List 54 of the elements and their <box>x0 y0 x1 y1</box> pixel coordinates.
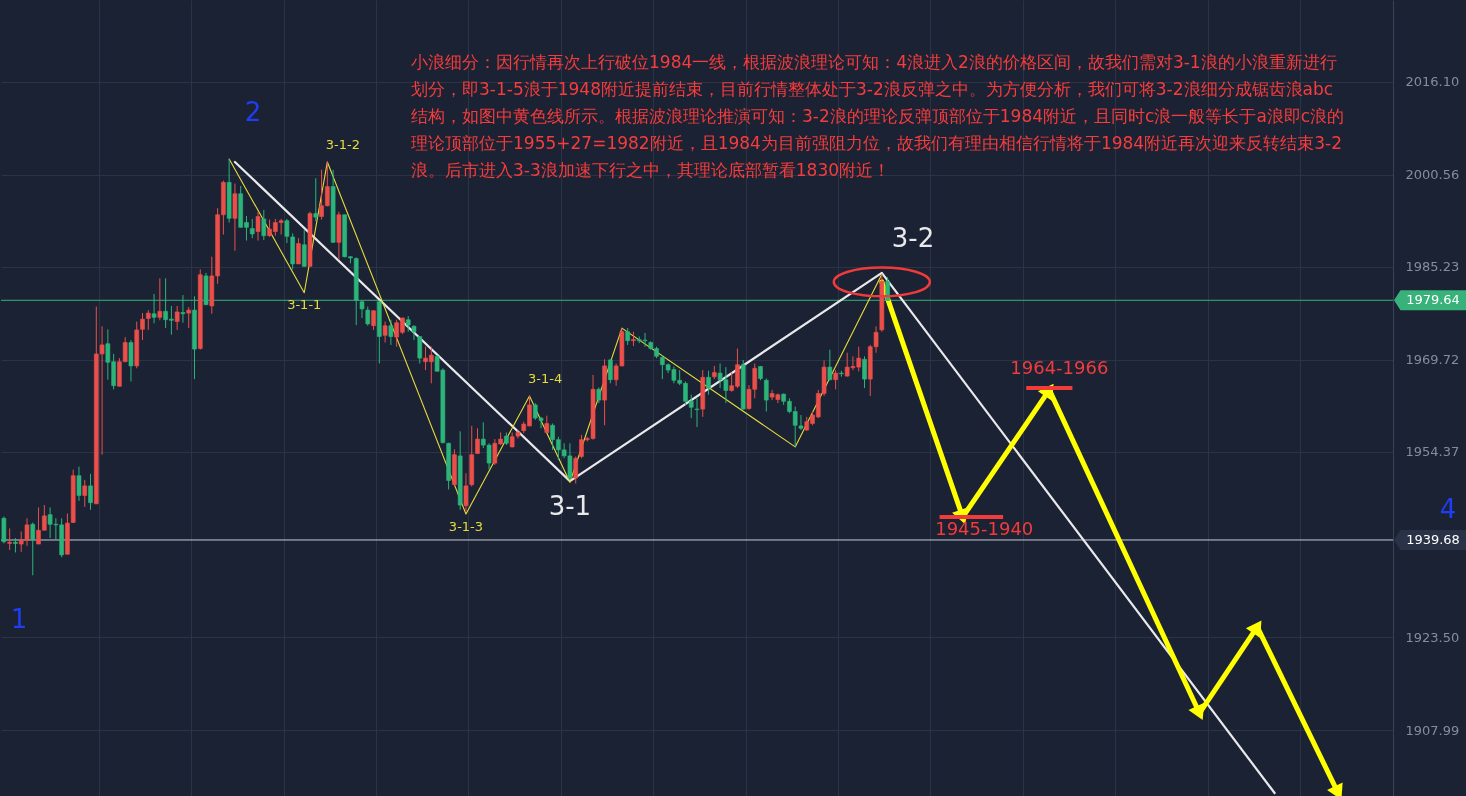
data-label: 3-1-2 <box>325 136 361 152</box>
candlestick <box>388 319 394 346</box>
annotation: 2 <box>244 97 262 127</box>
candlestick <box>157 277 163 321</box>
y-tick-label: 2000.56 <box>1405 167 1460 183</box>
candlestick <box>7 527 12 551</box>
annotation: 小浪细分：因行情再次上行破位1984一线，根据波浪理论可知：4浪进入2浪的价格区间，故我们需对3-1浪的小浪重新进行划分，即3-1-5浪于1948附近提前结束，目前行情整体处于3-2浪反弹之中。为方便分析，我们可将3-2浪细分成锯齿浪abc结构，如图中黄色线所示。根据波浪理论推演可知：3-2浪的理论反弹顶部位于1984附近，且同时c浪一般等长于a浪即c浪的理论顶部位于1955+27=1982附近，且1984为目前强阻力位，故我们有理由相信行情将于1984附近再次迎来反转结束3-2浪。后市进入3-3浪加速下行之中，其理论底部暂看1830附近！ <box>411 52 1345 180</box>
candlestick <box>249 218 255 239</box>
data-label: 3-1 <box>548 491 592 522</box>
candlestick <box>475 427 480 455</box>
series-label: 1964-1966 <box>1010 357 1109 379</box>
line-series <box>228 158 883 515</box>
candlestick <box>706 370 711 396</box>
candlestick <box>313 177 319 222</box>
data-label: 3-1-3 <box>448 518 484 534</box>
candlestick <box>371 309 376 331</box>
candlestick <box>88 473 93 511</box>
candlestick <box>255 211 261 242</box>
ref-line-label: 1979.64 <box>1406 292 1460 308</box>
ref-line-label: 1939.68 <box>1406 531 1460 547</box>
candlestick <box>82 479 88 508</box>
candlestick <box>417 336 423 365</box>
candlestick <box>573 455 579 484</box>
candlestick <box>827 349 833 381</box>
y-tick-label: 1985.23 <box>1405 259 1460 275</box>
candlestick <box>301 229 307 268</box>
annotation: 1 <box>10 604 28 634</box>
data-label: 3-2 <box>891 223 935 254</box>
y-tick-label: 1923.50 <box>1405 629 1460 645</box>
data-label: 3-1-1 <box>287 297 322 313</box>
y-tick-label: 1907.99 <box>1405 722 1460 738</box>
series-label: 1945-1940 <box>935 518 1034 540</box>
candlestick <box>296 237 301 265</box>
candlestick <box>833 369 838 390</box>
candlestick <box>382 321 388 344</box>
candlestick <box>261 209 267 241</box>
candlestick <box>174 305 180 331</box>
candlestick <box>186 306 192 329</box>
candlestick <box>76 466 82 502</box>
y-tick-label: 2016.10 <box>1405 74 1460 90</box>
candlestick <box>411 324 417 341</box>
line-series <box>233 160 1276 795</box>
candlestick <box>1 515 7 544</box>
candlestick <box>30 521 36 576</box>
data-label: 3-1-4 <box>528 370 563 386</box>
candlestick <box>608 358 613 384</box>
candlestick <box>128 339 134 382</box>
candlestick <box>764 378 769 412</box>
y-tick-label: 1954.37 <box>1405 444 1460 460</box>
candlestick <box>694 397 700 428</box>
candlestick <box>463 472 469 513</box>
candlestick <box>862 355 867 389</box>
y-tick-label: 1969.72 <box>1405 352 1460 368</box>
text: 4 <box>1439 494 1457 524</box>
